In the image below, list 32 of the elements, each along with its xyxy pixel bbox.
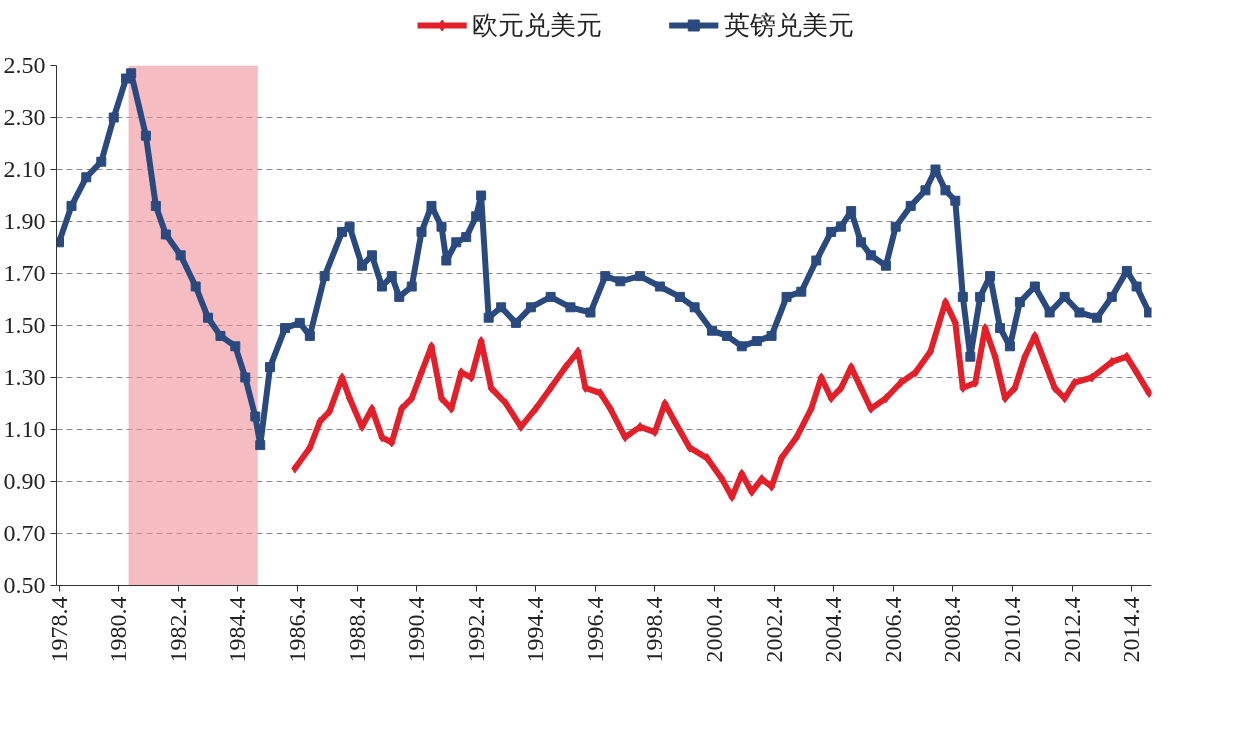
x-tick-label: 2010.4 [998, 596, 1025, 663]
legend-label: 英镑兑美元 [723, 11, 854, 40]
x-tick-label: 1996.4 [581, 596, 608, 663]
x-tick-label: 1980.4 [105, 596, 132, 663]
x-tick-label: 2008.4 [939, 596, 966, 663]
x-tick-label: 2014.4 [1118, 596, 1145, 663]
x-tick-label: 2002.4 [760, 596, 787, 663]
x-tick-label: 1986.4 [283, 596, 310, 663]
x-tick-label: 2006.4 [879, 596, 906, 663]
legend-label: 欧元兑美元 [472, 11, 603, 40]
x-tick-label: 1990.4 [403, 596, 430, 663]
y-tick-label: 1.30 [3, 364, 46, 390]
y-tick-label: 0.90 [3, 468, 46, 494]
y-tick-label: 0.70 [3, 520, 46, 546]
x-tick-label: 1994.4 [522, 596, 549, 663]
x-tick-label: 2004.4 [820, 596, 847, 663]
x-tick-label: 2000.4 [701, 596, 728, 663]
x-tick-label: 1992.4 [462, 596, 489, 663]
y-tick-label: 1.90 [3, 208, 46, 234]
x-tick-label: 1988.4 [343, 596, 370, 663]
x-tick-label: 2012.4 [1058, 596, 1085, 663]
y-tick-label: 2.50 [3, 52, 46, 78]
x-tick-label: 1998.4 [641, 596, 668, 663]
y-tick-label: 1.10 [3, 416, 46, 442]
x-tick-label: 1984.4 [224, 596, 251, 663]
x-tick-label: 1982.4 [164, 596, 191, 663]
y-tick-label: 1.50 [3, 312, 46, 338]
y-tick-label: 1.70 [3, 260, 46, 286]
y-tick-label: 2.10 [3, 156, 46, 182]
y-tick-label: 2.30 [3, 104, 46, 130]
y-tick-label: 0.50 [3, 572, 46, 598]
x-tick-label: 1978.4 [45, 596, 72, 663]
